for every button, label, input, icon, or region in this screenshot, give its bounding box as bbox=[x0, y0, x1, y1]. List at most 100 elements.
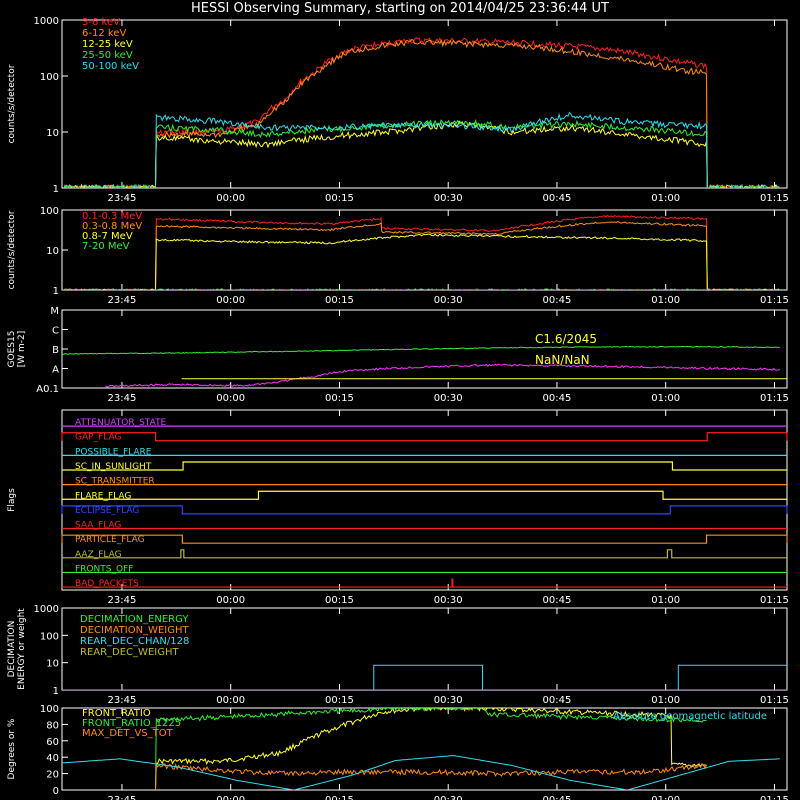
x-tick-label: 00:00 bbox=[216, 193, 245, 204]
flag-line-eclipse-flag bbox=[61, 505, 788, 515]
x-tick-label: 23:45 bbox=[108, 795, 137, 800]
x-tick-label: 01:15 bbox=[760, 695, 789, 706]
series-group bbox=[62, 708, 780, 790]
y-tick-label: 1 bbox=[53, 686, 59, 697]
flag-line-gap-flag bbox=[61, 432, 788, 442]
panel-goes: 23:45 00:00 00:15 00:30 00:45 01:00 01:15 GOES1… bbox=[7, 306, 789, 404]
x-tick-label: 00:45 bbox=[543, 393, 572, 404]
x-tick-label: 00:45 bbox=[543, 695, 572, 706]
series-group bbox=[62, 664, 787, 690]
flag-label-gap-flag: GAP_FLAG bbox=[75, 433, 121, 443]
series-group bbox=[62, 214, 781, 290]
flag-line-bad-packets bbox=[62, 578, 787, 588]
series-12-25-kev bbox=[62, 120, 780, 188]
y-tick-label: B bbox=[52, 345, 59, 356]
y-tick-label: 0 bbox=[53, 786, 59, 797]
y-tick-label: 80 bbox=[46, 720, 59, 731]
x-tick-label: 00:15 bbox=[325, 393, 354, 404]
legend-0-3-0-8-mev: 0.3-0.8 MeV bbox=[82, 221, 142, 232]
x-tick-label: 00:30 bbox=[434, 295, 463, 306]
x-tick-label: 00:30 bbox=[434, 393, 463, 404]
x-tick-label: 01:00 bbox=[651, 595, 680, 606]
y-tick-label: 100 bbox=[40, 206, 59, 217]
panel-ratios: 23:45 00:00 00:15 00:30 00:45 01:00 01:15 Degre… bbox=[7, 704, 789, 800]
legend-front-ratio: FRONT_RATIO bbox=[82, 708, 151, 719]
x-tick-label: 00:00 bbox=[216, 295, 245, 306]
legend-rear-dec-chan-128: REAR_DEC_CHAN/128 bbox=[80, 636, 189, 647]
goes-annotation: C1.6/2045 bbox=[535, 332, 597, 346]
x-tick-label: 23:45 bbox=[108, 595, 137, 606]
flag-label-particle-flag: PARTICLE_FLAG bbox=[75, 535, 145, 545]
x-tick-label: 01:15 bbox=[760, 595, 789, 606]
y-axis-label: [W m-2] bbox=[17, 331, 27, 368]
x-tick-label: 23:45 bbox=[108, 193, 137, 204]
x-tick-label: 00:00 bbox=[216, 695, 245, 706]
legend-50-100-kev: 50-100 keV bbox=[82, 61, 139, 72]
flag-label-attenuator-state: ATTENUATOR_STATE bbox=[75, 418, 167, 428]
series-front-ratio-1225 bbox=[155, 708, 707, 790]
flag-label-sc-transmitter: SC_TRANSMITTER bbox=[75, 477, 155, 487]
y-axis-label: counts/s/detector bbox=[7, 64, 17, 143]
y-tick-label: 100 bbox=[40, 704, 59, 715]
x-tick-label: 00:30 bbox=[434, 595, 463, 606]
legend-0-8-7-mev: 0.8-7 MeV bbox=[82, 231, 133, 242]
x-tick-label: 00:45 bbox=[543, 795, 572, 800]
x-tick-label: 01:15 bbox=[760, 795, 789, 800]
flag-label-flare-flag: FLARE_FLAG bbox=[75, 491, 131, 501]
goes-annotation: NaN/NaN bbox=[535, 353, 590, 367]
y-tick-label: 40 bbox=[46, 753, 59, 764]
flag-line-aaz-flag bbox=[62, 549, 787, 559]
y-tick-label: A0.1 bbox=[36, 384, 59, 395]
x-tick-label: 01:00 bbox=[651, 295, 680, 306]
y-tick-label: 10 bbox=[46, 659, 59, 670]
series-rear-dec-chan-128 bbox=[62, 664, 787, 690]
x-tick-label: 23:45 bbox=[108, 695, 137, 706]
legend-3-6-kev: 3-6 keV bbox=[82, 17, 120, 28]
x-tick-label: 00:15 bbox=[325, 595, 354, 606]
flag-label-aaz-flag: AAZ_FLAG bbox=[75, 550, 122, 560]
legend-decimation-energy: DECIMATION_ENERGY bbox=[80, 614, 189, 625]
y-tick-label: 1 bbox=[53, 286, 59, 297]
x-tick-label: 00:00 bbox=[216, 595, 245, 606]
x-tick-label: 01:00 bbox=[651, 795, 680, 800]
flag-label-eclipse-flag: ECLIPSE_FLAG bbox=[75, 506, 139, 516]
x-tick-label: 23:45 bbox=[108, 393, 137, 404]
y-tick-label: 100 bbox=[40, 72, 59, 83]
series-front-ratio bbox=[155, 708, 707, 790]
x-tick-label: 01:15 bbox=[760, 295, 789, 306]
y-tick-label: 1000 bbox=[34, 16, 59, 27]
x-tick-label: 00:15 bbox=[325, 695, 354, 706]
series-goes-0-5-4-a bbox=[105, 363, 781, 388]
x-tick-label: 00:30 bbox=[434, 695, 463, 706]
y-axis-label: Flags bbox=[7, 488, 17, 512]
flag-label-possible-flare: POSSIBLE_FLARE bbox=[75, 447, 152, 457]
legend-rear-dec-weight: REAR_DEC_WEIGHT bbox=[80, 647, 179, 658]
series-absolute-geomagnetic-latitude bbox=[62, 755, 780, 790]
flag-label-saa-flag: SAA_FLAG bbox=[75, 521, 121, 531]
series-group bbox=[62, 37, 781, 188]
y-tick-label: 1 bbox=[53, 184, 59, 195]
y-tick-label: A bbox=[52, 365, 59, 376]
y-tick-label: 60 bbox=[46, 737, 59, 748]
legend-6-12-kev: 6-12 keV bbox=[82, 28, 126, 39]
flag-label-bad-packets: BAD_PACKETS bbox=[75, 579, 139, 589]
y-tick-label: 20 bbox=[46, 770, 59, 781]
y-tick-label: 100 bbox=[40, 631, 59, 642]
panel-frame bbox=[61, 19, 788, 189]
x-tick-label: 00:45 bbox=[543, 193, 572, 204]
flag-line-particle-flag bbox=[61, 534, 788, 544]
x-tick-label: 01:00 bbox=[651, 695, 680, 706]
y-tick-label: C bbox=[52, 326, 59, 337]
series-3-6-kev bbox=[63, 37, 781, 188]
x-tick-label: 00:00 bbox=[216, 393, 245, 404]
legend-25-50-kev: 25-50 keV bbox=[82, 50, 133, 61]
legend-12-25-kev: 12-25 keV bbox=[82, 39, 133, 50]
x-tick-label: 00:15 bbox=[325, 295, 354, 306]
series-0-3-0-8-mev bbox=[62, 221, 780, 290]
series-goes-1-8-a bbox=[62, 345, 780, 355]
legend-absolute-geomagnetic-latitude: Absolute geomagnetic latitude bbox=[613, 711, 767, 722]
x-tick-label: 00:00 bbox=[216, 795, 245, 800]
y-tick-label: 1000 bbox=[34, 604, 59, 615]
flag-line-flare-flag bbox=[62, 490, 787, 500]
